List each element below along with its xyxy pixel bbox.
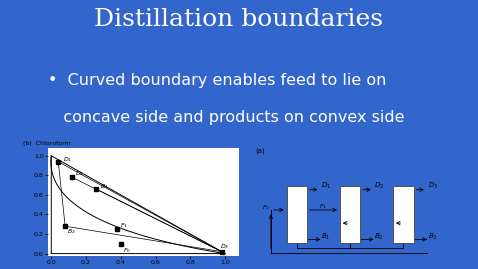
Bar (340, 186, 360, 243)
Text: $F_1$: $F_1$ (120, 221, 128, 230)
Text: $F_1$: $F_1$ (319, 203, 327, 211)
Text: •  Curved boundary enables feed to lie on: • Curved boundary enables feed to lie on (48, 73, 386, 88)
Text: $D_2$: $D_2$ (374, 181, 384, 191)
Text: $D_3$: $D_3$ (427, 181, 438, 191)
Text: (b)  Chloroform: (b) Chloroform (23, 141, 71, 146)
Text: $D_1$: $D_1$ (63, 155, 72, 164)
Text: $D_1$: $D_1$ (321, 181, 331, 191)
Text: $D_2$: $D_2$ (75, 169, 84, 178)
Text: $B_1$: $B_1$ (321, 232, 331, 242)
Text: $B_2$: $B_2$ (67, 227, 76, 236)
Text: $B_2$: $B_2$ (374, 232, 384, 242)
Text: $B_1$: $B_1$ (99, 182, 108, 191)
Text: $F_0$: $F_0$ (261, 203, 270, 212)
Bar (393, 186, 413, 243)
Text: $B_3$: $B_3$ (427, 232, 437, 242)
Text: (a): (a) (256, 148, 265, 154)
Bar (287, 186, 307, 243)
Text: $D_3$: $D_3$ (220, 242, 229, 251)
Text: concave side and products on convex side: concave side and products on convex side (48, 110, 404, 125)
Text: $F_0$: $F_0$ (123, 246, 131, 254)
Text: Distillation boundaries: Distillation boundaries (95, 8, 383, 31)
